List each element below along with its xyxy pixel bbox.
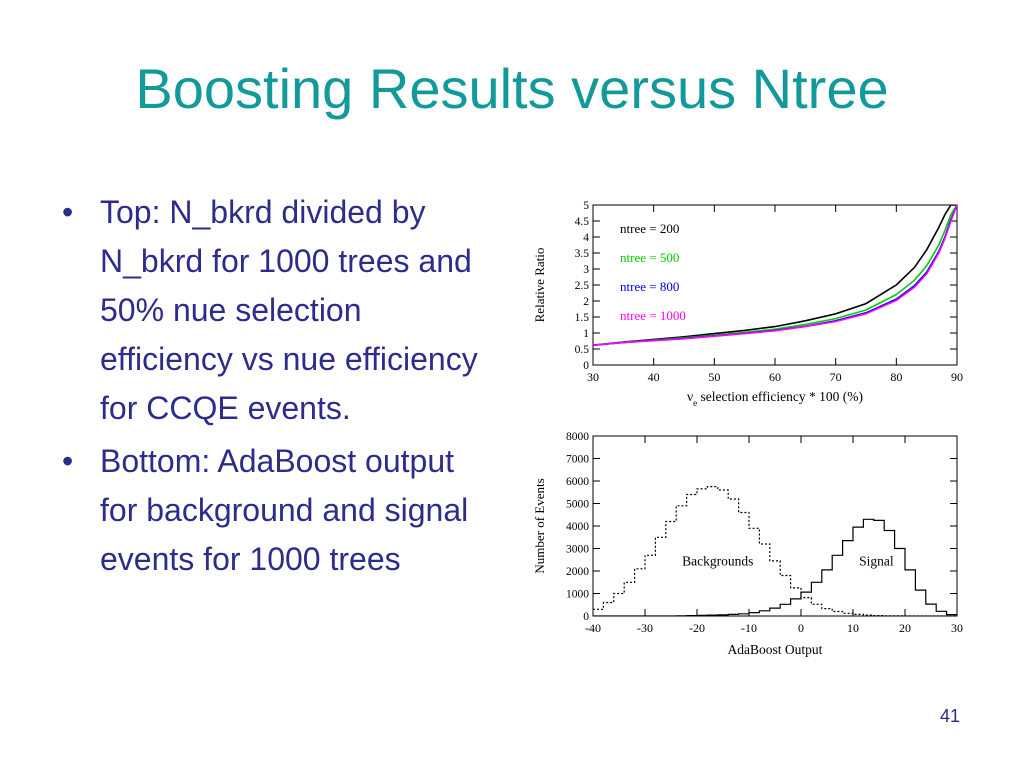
legend-entry: ntree = 1000: [620, 308, 686, 323]
y-tick-label: 3: [583, 264, 589, 276]
series-line-ntree-1000: [593, 205, 957, 346]
x-tick-label: 0: [798, 621, 804, 635]
y-tick-label: 5000: [566, 499, 589, 511]
y-tick-label: 3000: [566, 544, 589, 556]
x-tick-label: -20: [689, 621, 705, 635]
y-tick-label: 4.5: [575, 216, 590, 228]
x-axis-label: νe selection efficiency * 100 (%): [687, 389, 863, 408]
charts-figure: 30 40 50 60 70 80 90 0 0.5 1 1.5 2 2.5 3 3.5 4 4.5 5 Relat…: [532, 200, 963, 657]
y-tick-label: 1000: [566, 589, 589, 601]
legend-entry: ntree = 800: [620, 279, 679, 294]
y-tick-label: 4000: [566, 521, 589, 533]
y-tick-label: 2.5: [575, 280, 590, 292]
y-tick-label: 4: [583, 232, 589, 244]
y-tick-label: 0: [583, 360, 589, 372]
y-tick-label: 3.5: [575, 248, 590, 260]
annotation-label: Backgrounds: [682, 553, 753, 568]
series-line-ntree-200: [593, 205, 957, 346]
y-tick-label: 6000: [566, 476, 589, 488]
x-tick-label: 30: [951, 621, 963, 635]
histogram-signal: [593, 518, 957, 616]
page-number: 41: [939, 706, 960, 726]
bullet-text: Top: N_bkrd divided by N_bkrd for 1000 t…: [100, 194, 478, 426]
adaboost-output-chart: -40 -30 -20 -10 0 10 20 30 0 1000 2000 3000 4000 5000…: [532, 431, 963, 657]
y-tick-label: 2000: [566, 566, 589, 578]
y-tick-label: 8000: [566, 431, 589, 443]
y-axis-label: Relative Ratio: [532, 248, 547, 323]
x-tick-label: 20: [899, 621, 911, 635]
y-tick-label: 0: [583, 611, 589, 623]
relative-ratio-chart: 30 40 50 60 70 80 90 0 0.5 1 1.5 2 2.5 3 3.5 4 4.5 5 Relat…: [532, 200, 963, 408]
bullet-item-bottom: • Bottom: AdaBoost output for background…: [58, 437, 498, 584]
bullet-list: • Top: N_bkrd divided by N_bkrd for 1000…: [58, 188, 498, 588]
x-tick-label: -30: [637, 621, 653, 635]
x-tick-label: 10: [847, 621, 859, 635]
bullet-item-top: • Top: N_bkrd divided by N_bkrd for 1000…: [58, 188, 498, 433]
y-tick-label: 1: [583, 328, 589, 340]
legend-entry: ntree = 200: [620, 221, 679, 236]
y-tick-label: 1.5: [575, 312, 590, 324]
x-tick-label: 30: [587, 370, 599, 384]
bullet-text: Bottom: AdaBoost output for background a…: [100, 443, 469, 577]
y-tick-label: 5: [583, 200, 589, 212]
plot-frame: [592, 435, 958, 617]
bullet-glyph: •: [62, 194, 74, 230]
bullet-glyph: •: [62, 443, 74, 479]
legend-entry: ntree = 500: [620, 250, 679, 265]
slide-title: Boosting Results versus Ntree: [135, 57, 889, 120]
x-tick-label: 80: [890, 370, 902, 384]
x-tick-label: 40: [648, 370, 660, 384]
annotation-label: Signal: [859, 553, 894, 568]
x-tick-label: 90: [951, 370, 963, 384]
x-tick-label: -10: [741, 621, 757, 635]
x-tick-label: 60: [769, 370, 781, 384]
x-axis-label: AdaBoost Output: [728, 642, 823, 657]
y-tick-label: 7000: [566, 454, 589, 466]
y-tick-label: 2: [583, 296, 589, 308]
histogram-backgrounds: [593, 486, 957, 616]
x-tick-label: 70: [830, 370, 842, 384]
x-tick-label: -40: [585, 621, 601, 635]
x-tick-label: 50: [708, 370, 720, 384]
y-axis-label: Number of Events: [532, 478, 547, 573]
y-tick-label: 0.5: [575, 344, 590, 356]
